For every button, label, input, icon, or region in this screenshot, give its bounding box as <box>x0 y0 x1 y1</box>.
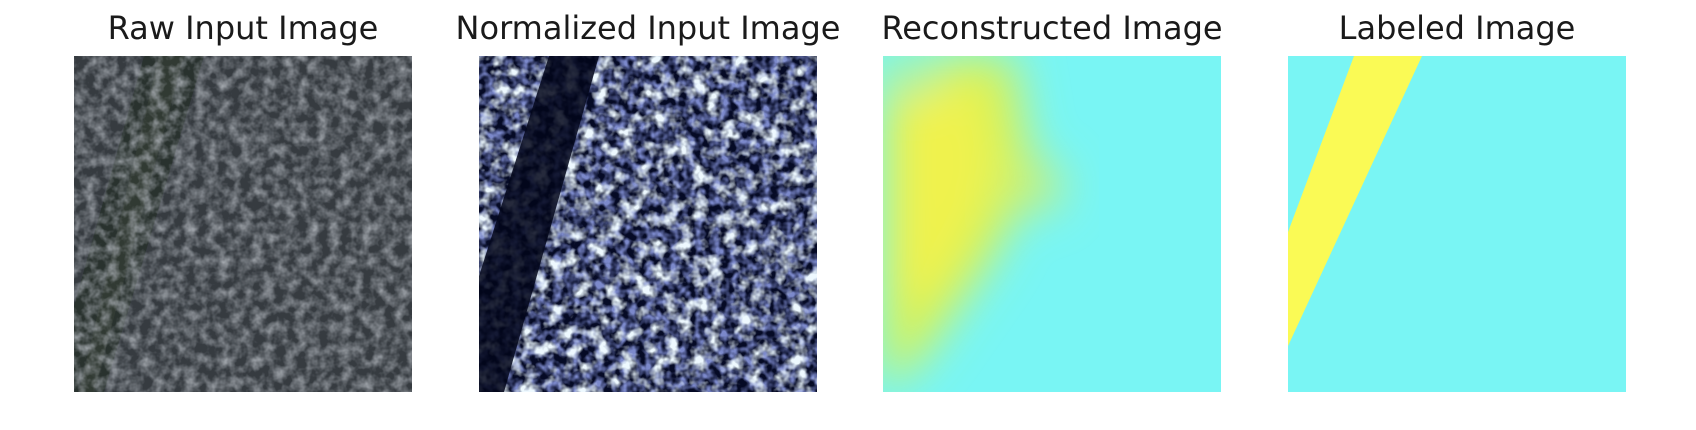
panel-title-labeled: Labeled Image <box>1338 9 1576 47</box>
labeled-image <box>1288 56 1626 392</box>
panel-title-normalized-input: Normalized Input Image <box>455 9 841 47</box>
panel-labeled: Labeled Image <box>1288 0 1626 430</box>
raw-input-image <box>74 56 412 392</box>
panel-reconstructed: Reconstructed Image <box>881 0 1223 430</box>
normalized-input-image <box>479 56 817 392</box>
panel-normalized-input: Normalized Input Image <box>456 0 840 430</box>
reconstructed-image <box>883 56 1221 392</box>
panel-title-reconstructed: Reconstructed Image <box>881 9 1223 47</box>
panel-raw-input: Raw Input Image <box>74 0 412 430</box>
panel-title-raw-input: Raw Input Image <box>107 9 379 47</box>
